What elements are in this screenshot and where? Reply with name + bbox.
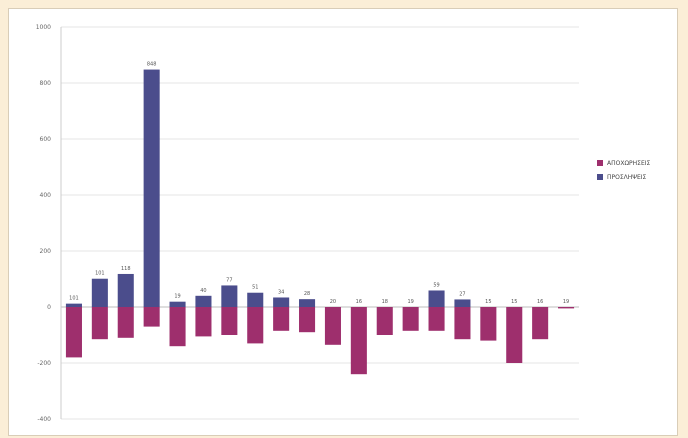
bar-departures: [91, 307, 108, 340]
bar-departures: [558, 307, 575, 309]
data-label: 59: [433, 282, 439, 288]
data-labels: 101 101 118 848 19 40 77 51 34 28 20 16 18 19 59 27 15 15…: [69, 62, 569, 305]
bars: [65, 69, 575, 375]
bar-hires: [169, 301, 186, 307]
bar-hires: [91, 278, 108, 307]
bar-departures: [506, 307, 523, 363]
bar-departures: [195, 307, 212, 337]
data-label: 28: [304, 291, 310, 297]
data-label: 40: [200, 288, 206, 294]
data-label: 19: [407, 299, 413, 305]
data-label: 16: [537, 299, 543, 305]
legend-swatch: [597, 174, 603, 180]
bar-departures: [350, 307, 367, 375]
bar-chart: -400 -200 0 200 400 600 800 1000 101 101 118 848 19…: [36, 24, 651, 423]
bar-hires: [221, 285, 238, 307]
data-label: 20: [330, 299, 336, 305]
data-label: 15: [511, 299, 517, 305]
y-tick-label: -400: [37, 416, 51, 423]
bar-departures: [117, 307, 134, 338]
bar-hires: [195, 295, 212, 307]
bar-departures: [273, 307, 290, 331]
bar-departures: [65, 307, 82, 358]
bar-hires: [247, 292, 264, 307]
bar-hires: [273, 297, 290, 307]
gridlines: [61, 26, 579, 420]
bar-departures: [480, 307, 497, 341]
data-label: 101: [95, 271, 105, 277]
bar-hires: [428, 290, 445, 307]
bar-hires: [299, 299, 316, 307]
y-tick-label: -200: [37, 360, 51, 367]
data-label: 34: [278, 289, 284, 295]
bar-departures: [428, 307, 445, 331]
bar-departures: [247, 307, 264, 344]
bar-departures: [324, 307, 341, 345]
bar-hires: [65, 303, 82, 307]
data-label: 118: [121, 266, 131, 272]
data-label: 27: [459, 291, 465, 297]
legend: ΑΠΟΧΩΡΗΣΕΙΣ ΠΡΟΣΛΗΨΕΙΣ: [597, 160, 651, 181]
data-label: 19: [174, 294, 180, 300]
data-label: 51: [252, 285, 258, 291]
data-label: 15: [485, 299, 491, 305]
data-label: 101: [69, 296, 79, 302]
legend-label: ΑΠΟΧΩΡΗΣΕΙΣ: [607, 160, 651, 167]
bar-hires: [143, 69, 160, 307]
y-tick-label: 200: [40, 248, 52, 255]
bar-hires: [117, 273, 134, 307]
bar-hires: [454, 299, 471, 307]
bar-departures: [376, 307, 393, 335]
bar-departures: [169, 307, 186, 347]
data-label: 16: [356, 299, 362, 305]
bar-departures: [532, 307, 549, 340]
bar-departures: [454, 307, 471, 340]
y-tick-label: 800: [40, 80, 52, 87]
y-tick-label: 400: [40, 192, 52, 199]
y-tick-label: 1000: [36, 24, 51, 31]
legend-swatch: [597, 160, 603, 166]
bar-departures: [221, 307, 238, 335]
data-label: 848: [147, 62, 157, 68]
y-tick-label: 0: [47, 304, 51, 311]
data-label: 19: [563, 299, 569, 305]
bar-departures: [299, 307, 316, 333]
data-label: 77: [226, 277, 232, 283]
chart-frame: -400 -200 0 200 400 600 800 1000 101 101 118 848 19…: [8, 8, 678, 436]
y-tick-label: 600: [40, 136, 52, 143]
bar-departures: [402, 307, 419, 331]
y-axis: -400 -200 0 200 400 600 800 1000: [36, 24, 62, 423]
legend-label: ΠΡΟΣΛΗΨΕΙΣ: [607, 174, 647, 181]
bar-departures: [143, 307, 160, 327]
data-label: 18: [382, 299, 388, 305]
